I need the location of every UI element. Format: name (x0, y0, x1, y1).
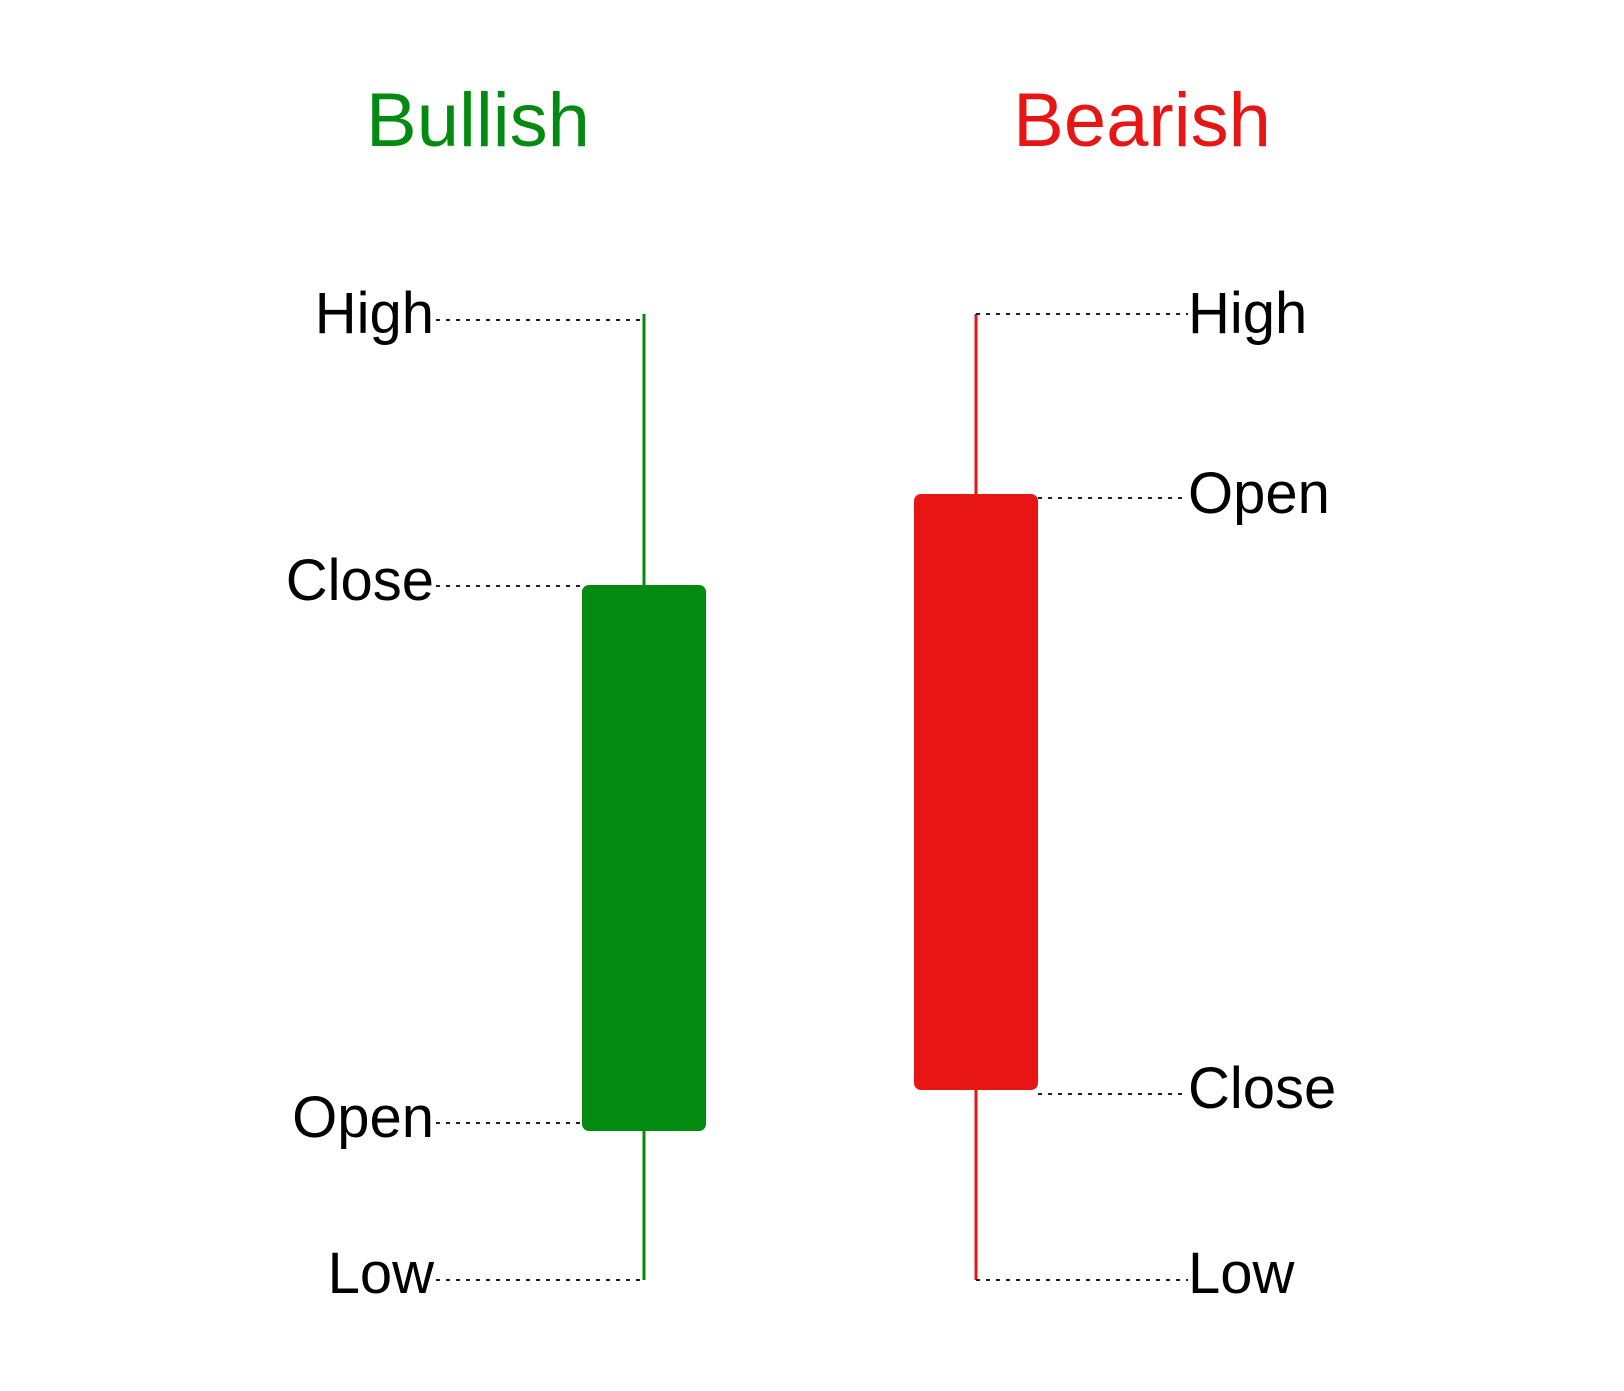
bearish-title: Bearish (1013, 78, 1271, 163)
bullish-open-label: Open (292, 1085, 434, 1150)
bullish-candle (582, 314, 706, 1280)
bearish-close-label: Close (1188, 1056, 1336, 1121)
bearish-open-label: Open (1188, 461, 1330, 526)
bearish-candle (914, 314, 1038, 1280)
bullish-body (582, 585, 706, 1131)
bearish-low-label: Low (1188, 1241, 1296, 1306)
bullish-title: Bullish (366, 78, 590, 163)
bearish-body (914, 494, 1038, 1090)
bearish-high-label: High (1188, 281, 1307, 346)
bullish-leaders (436, 319, 644, 1281)
bullish-high-label: High (315, 281, 434, 346)
bullish-low-label: Low (328, 1241, 436, 1306)
bullish-close-label: Close (286, 548, 434, 613)
